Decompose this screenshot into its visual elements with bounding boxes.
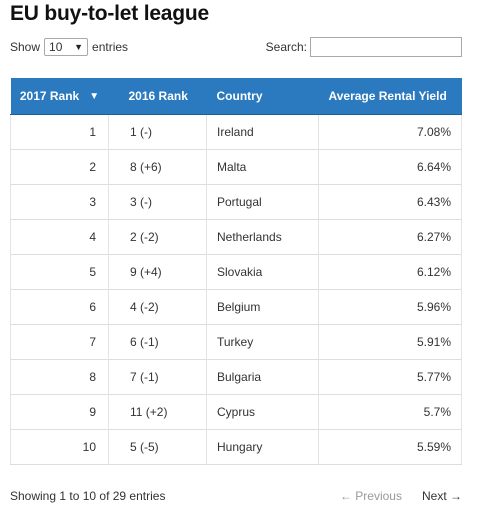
- cell-2016-rank: 7 (-1): [108, 358, 207, 394]
- search-input[interactable]: [310, 37, 462, 57]
- cell-yield: 6.12%: [318, 253, 462, 289]
- header-2017-rank-label: 2017 Rank: [19, 88, 80, 103]
- cell-country: Portugal: [206, 183, 319, 219]
- cell-yield: 5.7%: [318, 393, 462, 429]
- header-2016-rank[interactable]: 2016 Rank: [108, 78, 207, 115]
- table-info: Showing 1 to 10 of 29 entries: [10, 489, 166, 503]
- cell-country: Ireland: [206, 114, 319, 149]
- table-row: 10 5 (-5) Hungary 5.59%: [10, 428, 462, 465]
- sort-descending-icon: ▼: [89, 91, 100, 103]
- cell-yield: 6.64%: [318, 148, 462, 184]
- entries-label: entries: [92, 40, 129, 54]
- cell-2017-rank: 2: [10, 148, 109, 184]
- previous-button[interactable]: ← Previous: [339, 489, 402, 503]
- table-row: 2 8 (+6) Malta 6.64%: [10, 148, 462, 184]
- cell-2016-rank: 9 (+4): [108, 253, 207, 289]
- table-row: 5 9 (+4) Slovakia 6.12%: [10, 253, 462, 289]
- table-row: 9 11 (+2) Cyprus 5.7%: [10, 393, 462, 429]
- header-average-rental-yield[interactable]: Average Rental Yield: [318, 78, 462, 115]
- cell-country: Cyprus: [206, 393, 319, 429]
- next-button[interactable]: Next →: [421, 489, 462, 503]
- cell-country: Bulgaria: [206, 358, 319, 394]
- cell-yield: 5.59%: [318, 428, 462, 465]
- cell-country: Malta: [206, 148, 319, 184]
- chevron-down-icon: ▼: [74, 42, 84, 52]
- cell-2017-rank: 7: [10, 323, 109, 359]
- league-table: 2017 Rank ▼ 2016 Rank Country Average Ren…: [10, 78, 462, 465]
- cell-2017-rank: 8: [10, 358, 109, 394]
- show-label: Show: [10, 40, 41, 54]
- cell-2017-rank: 10: [10, 428, 109, 465]
- search-label: Search:: [265, 40, 307, 54]
- cell-yield: 5.77%: [318, 358, 462, 394]
- cell-yield: 7.08%: [318, 114, 462, 149]
- cell-2016-rank: 6 (-1): [108, 323, 207, 359]
- header-country-label: Country: [216, 88, 263, 103]
- table-row: 8 7 (-1) Bulgaria 5.77%: [10, 358, 462, 394]
- cell-country: Hungary: [206, 428, 319, 465]
- cell-country: Netherlands: [206, 218, 319, 254]
- cell-2017-rank: 3: [10, 183, 109, 219]
- search-control: Search:: [266, 36, 462, 58]
- table-row: 7 6 (-1) Turkey 5.91%: [10, 323, 462, 359]
- table-row: 4 2 (-2) Netherlands 6.27%: [10, 218, 462, 254]
- cell-country: Turkey: [206, 323, 319, 359]
- cell-yield: 5.91%: [318, 323, 462, 359]
- cell-2017-rank: 6: [10, 288, 109, 324]
- header-2017-rank[interactable]: 2017 Rank ▼: [10, 78, 109, 115]
- cell-2016-rank: 8 (+6): [108, 148, 207, 184]
- header-yield-label: Average Rental Yield: [328, 88, 447, 103]
- table-body: 1 1 (-) Ireland 7.08% 2 8 (+6) Malta 6.6…: [10, 114, 462, 465]
- cell-2016-rank: 5 (-5): [108, 428, 207, 465]
- cell-2017-rank: 9: [10, 393, 109, 429]
- header-2016-rank-label: 2016 Rank: [128, 88, 188, 103]
- cell-2016-rank: 1 (-): [108, 114, 207, 149]
- cell-2016-rank: 2 (-2): [108, 218, 207, 254]
- cell-yield: 5.96%: [318, 288, 462, 324]
- cell-2016-rank: 11 (+2): [108, 393, 207, 429]
- cell-country: Belgium: [206, 288, 319, 324]
- cell-2016-rank: 3 (-): [108, 183, 207, 219]
- entries-select-value: 10: [49, 40, 63, 54]
- page-title: EU buy-to-let league: [10, 2, 210, 25]
- header-country[interactable]: Country: [206, 78, 319, 115]
- cell-2016-rank: 4 (-2): [108, 288, 207, 324]
- cell-yield: 6.27%: [318, 218, 462, 254]
- cell-2017-rank: 5: [10, 253, 109, 289]
- cell-2017-rank: 1: [10, 114, 109, 149]
- table-row: 6 4 (-2) Belgium 5.96%: [10, 288, 462, 324]
- entries-select[interactable]: 10 ▼: [44, 38, 89, 56]
- cell-yield: 6.43%: [318, 183, 462, 219]
- pagination: ← Previous Next →: [340, 489, 462, 503]
- cell-country: Slovakia: [206, 253, 319, 289]
- table-header-row: 2017 Rank ▼ 2016 Rank Country Average Ren…: [10, 78, 462, 115]
- table-row: 1 1 (-) Ireland 7.08%: [10, 114, 462, 149]
- cell-2017-rank: 4: [10, 218, 109, 254]
- table-row: 3 3 (-) Portugal 6.43%: [10, 183, 462, 219]
- entries-length-control: Show 10 ▼ entries: [10, 37, 128, 57]
